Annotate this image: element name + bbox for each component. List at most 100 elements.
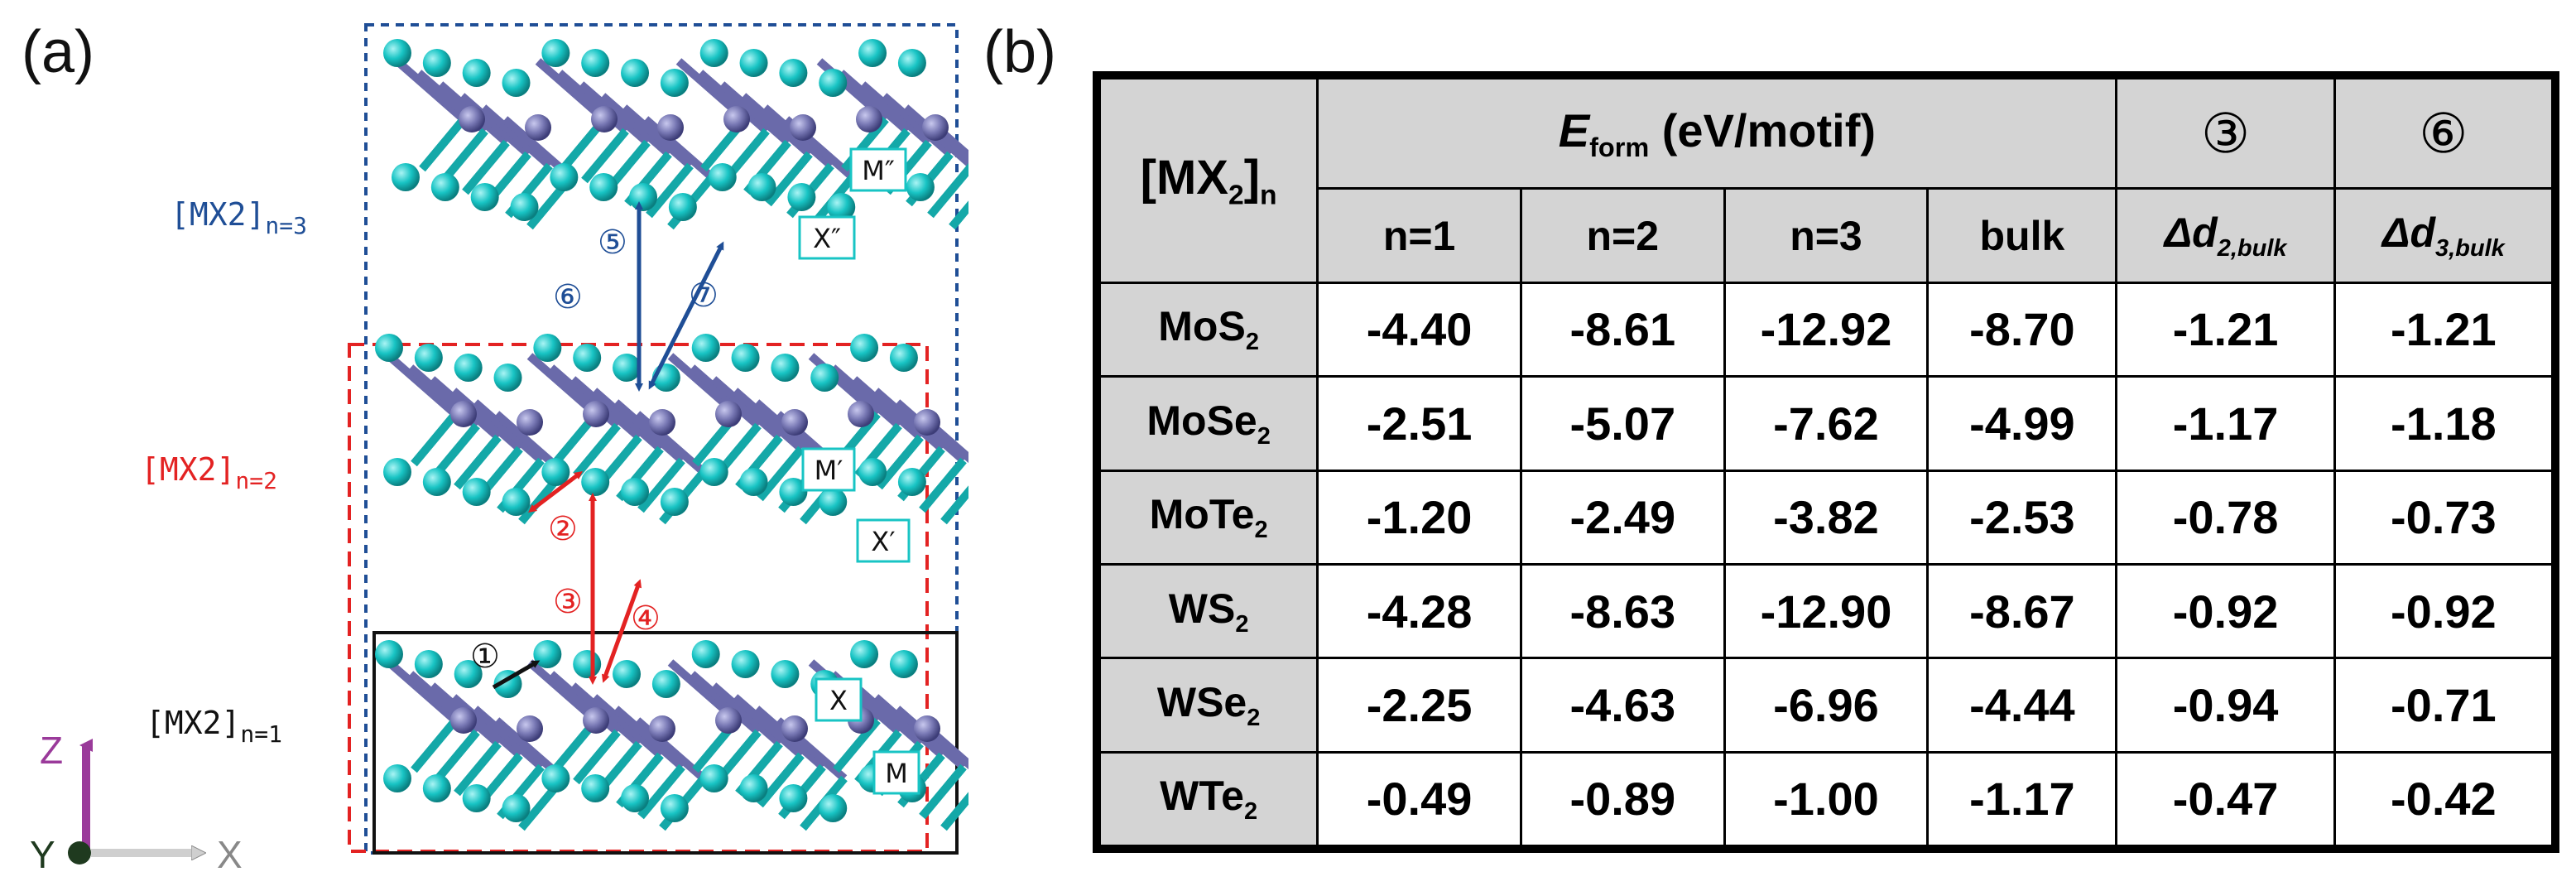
bond (927, 162, 968, 219)
eform-e: E (1558, 104, 1590, 157)
col-header-delta2: Δd2,bulk (2115, 187, 2336, 284)
chalcogen-atom (454, 660, 483, 688)
marker-5: ⑤ (598, 224, 627, 262)
chalcogen-atom (470, 183, 499, 211)
metal-atom (914, 409, 940, 436)
chalcogen-atom (375, 334, 403, 362)
chalcogen-atom (897, 468, 926, 496)
metal-atom (790, 114, 816, 141)
bond (591, 694, 664, 759)
chalcogen-atom (771, 354, 800, 382)
chalcogen-atom (462, 59, 491, 87)
table-cell: -0.92 (2333, 562, 2554, 660)
metal-atom (649, 409, 675, 436)
chalcogen-atom (779, 784, 808, 812)
eform-header: Eform (eV/motif) (1316, 76, 2118, 190)
chalcogen-atom (787, 183, 816, 211)
layer-label-n2-base: [MX2] (141, 451, 235, 488)
metal-atom (591, 106, 618, 132)
layer-label-n1-base: [MX2] (146, 705, 240, 741)
bond (386, 659, 459, 724)
bond (450, 388, 523, 452)
bond (459, 93, 531, 157)
table-cell: -1.21 (2333, 281, 2554, 378)
y-axis-label: Y (30, 833, 55, 876)
chalcogen-atom (731, 344, 760, 372)
bond (411, 717, 459, 773)
row-label-base: WTe (1160, 773, 1244, 820)
chalcogen-atom (810, 364, 839, 392)
chalcogen-atom (708, 163, 737, 191)
layer-label-n2: [MX2]n=2 (141, 451, 277, 494)
table-body: MoS2 -4.40 -8.61 -12.92 -8.70 -1.21 -1.21 MoSe2… (1098, 281, 2554, 848)
chalcogen-atom (827, 193, 856, 221)
chalcogen-atom (541, 764, 570, 792)
table-row: WTe2 -0.49 -0.89 -1.00 -1.17 -0.47 -0.42 (1098, 750, 2554, 848)
table-cell: -0.49 (1316, 750, 1522, 848)
delta2-sub: 2,bulk (2217, 235, 2287, 262)
row-label-sub: 2 (1247, 704, 1261, 731)
metal-atom (450, 707, 477, 734)
row-label-sub: 2 (1245, 329, 1259, 356)
mx2-layer-n3 (383, 39, 968, 230)
table-cell: -4.40 (1316, 281, 1522, 378)
chalcogen-atom (533, 334, 562, 362)
bond (765, 151, 813, 207)
chalcogen-atom (621, 59, 650, 87)
bond (535, 58, 608, 123)
col-header-n2: n=2 (1519, 187, 1726, 284)
row-label-base: WS (1168, 585, 1236, 632)
arrow-4 (602, 579, 642, 683)
bond (881, 93, 954, 157)
chalcogen-atom (889, 650, 918, 678)
table-cell: -3.82 (1723, 469, 1930, 566)
bond (757, 446, 805, 502)
table-row: MoSe2 -2.51 -5.07 -7.62 -4.99 -1.17 -1.18 (1098, 375, 2554, 472)
bond (526, 659, 599, 724)
table-cell: -4.44 (1926, 657, 2118, 754)
table-header-row-1: [MX2]n Eform (eV/motif) ③ ⑥ (1098, 76, 2554, 284)
chalcogen-atom (819, 69, 848, 97)
bond (829, 364, 902, 429)
bond (732, 388, 805, 452)
row-label-base: MoTe (1149, 491, 1255, 538)
row-label: WS2 (1098, 562, 1319, 660)
bond (591, 388, 664, 452)
chalcogen-atom (819, 794, 848, 822)
chalcogen-atom (629, 183, 658, 211)
bond (613, 399, 685, 464)
chalcogen-atom (771, 660, 800, 688)
table-header-row-2: n=1 n=2 n=3 bulk Δd2,bulk Δd3,bulk (1100, 187, 2554, 284)
chalcogen-atom (573, 650, 602, 678)
table-cell: -0.92 (2115, 562, 2336, 660)
bond (634, 717, 707, 782)
chalcogen-atom (533, 640, 562, 668)
marker-4: ④ (631, 600, 661, 638)
bond (450, 694, 523, 759)
marker-6: ⑥ (553, 278, 583, 316)
chalcogen-atom (621, 478, 650, 506)
table-cell: -2.53 (1926, 469, 2118, 566)
row-label: MoS2 (1098, 281, 1319, 378)
chalcogen-atom (510, 193, 539, 221)
bond (940, 485, 968, 525)
panel-b-label: (b) (983, 19, 1056, 85)
eform-rest: (eV/motif) (1649, 104, 1876, 157)
chalcogen-atom (739, 468, 768, 496)
tag-m-double-prime-text: M″ (862, 155, 895, 186)
table-cell: -0.94 (2115, 657, 2336, 754)
layered-structure-diagram: ⑤ ⑥ ⑦ ② ③ ④ ① M″ X″ M′ X′ X M [MX2]n=3 [… (30, 23, 968, 876)
chalcogen-atom (699, 458, 728, 486)
bond (419, 116, 467, 172)
chalcogen-atom (779, 478, 808, 506)
chalcogen-atom (613, 354, 642, 382)
table-cell: -0.73 (2333, 469, 2554, 566)
bond (581, 128, 629, 184)
metal-atom (583, 401, 609, 427)
bond (394, 58, 467, 123)
chalcogen-atom (906, 173, 935, 201)
chalcogen-atom (581, 774, 610, 802)
chalcogen-atom (699, 39, 728, 67)
table-cell: -0.71 (2333, 657, 2554, 754)
circ3-header: ③ (2115, 76, 2336, 190)
